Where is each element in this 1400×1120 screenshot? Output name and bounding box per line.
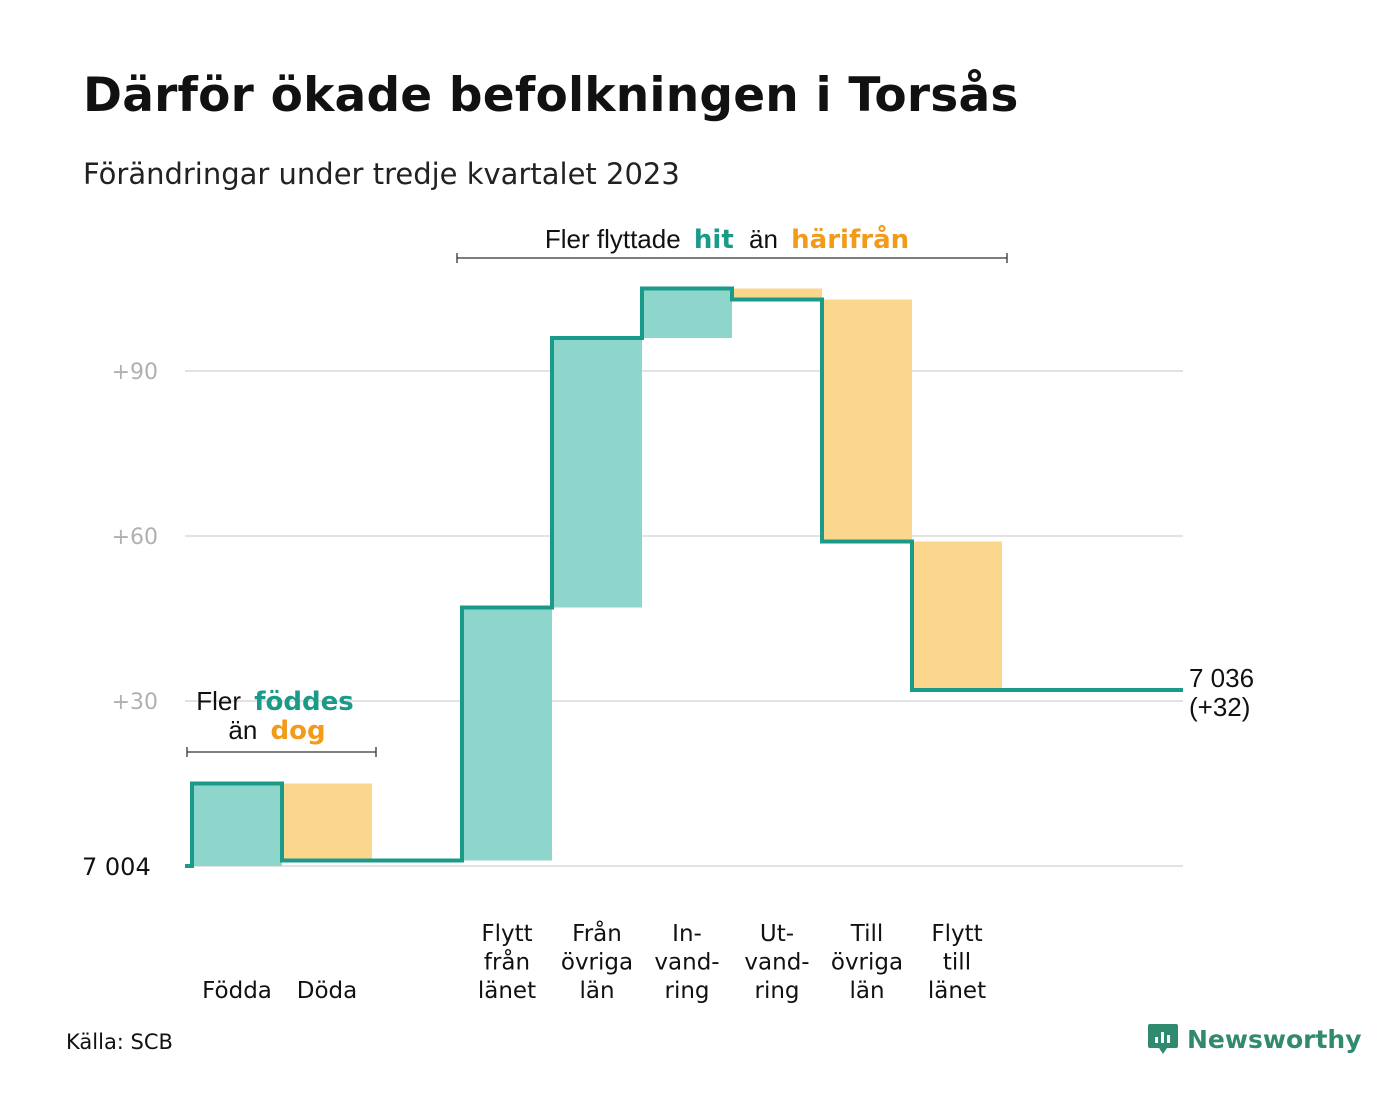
moves-ann-highlight-in: hit xyxy=(694,225,734,255)
category-label: In- xyxy=(672,921,702,947)
waterfall-bar xyxy=(552,338,642,608)
category-label: län xyxy=(849,978,884,1004)
waterfall-bar xyxy=(192,783,282,866)
waterfall-bar xyxy=(732,288,822,300)
waterfall-bar xyxy=(822,299,912,542)
moves-ann-text-2: än xyxy=(749,224,778,254)
category-label: från xyxy=(484,948,530,976)
end-value-label: 7 036 xyxy=(1189,663,1254,693)
births-ann-text: Fler xyxy=(196,686,241,716)
category-label: Från xyxy=(572,919,622,947)
moves-ann-highlight-out: härifrån xyxy=(791,223,909,255)
moves-bracket xyxy=(456,253,1008,263)
waterfall-bars xyxy=(192,288,1002,866)
waterfall-bar xyxy=(462,607,552,861)
svg-text:Fler flyttade hit: Fler flyttade hit än härifrån xyxy=(545,223,909,255)
waterfall-bar xyxy=(282,783,372,861)
deaths-ann-highlight: dog xyxy=(271,716,326,746)
category-label: Döda xyxy=(297,978,357,1004)
start-value-label: 7 004 xyxy=(82,853,151,881)
brand-name: Newsworthy xyxy=(1187,1024,1362,1054)
category-label: Födda xyxy=(202,978,272,1004)
svg-text:Fler föddes: Fler föddes xyxy=(196,686,354,717)
births-ann-highlight: föddes xyxy=(254,687,354,717)
y-tick-label: +90 xyxy=(112,360,158,385)
category-labels: Födda DödaFlyttfrånlänetFrånövrigalänIn-v… xyxy=(202,919,986,1004)
category-label: Flytt xyxy=(931,921,982,947)
category-label: länet xyxy=(928,978,986,1004)
category-label: till xyxy=(943,950,971,976)
births-ann-text-2: än xyxy=(228,715,257,745)
births-bracket xyxy=(186,747,377,757)
page-subtitle: Förändringar under tredje kvartalet 2023 xyxy=(83,157,680,191)
newsworthy-logo-icon xyxy=(1148,1024,1178,1054)
y-tick-label: +60 xyxy=(112,525,158,550)
category-label: vand- xyxy=(744,950,809,976)
waterfall-bar xyxy=(642,288,732,338)
cumulative-step-line xyxy=(185,286,1183,868)
source-note: Källa: SCB xyxy=(66,1030,173,1054)
category-label: Flytt xyxy=(481,921,532,947)
category-label: ring xyxy=(754,978,799,1004)
moves-ann-text: Fler flyttade xyxy=(545,224,681,254)
y-tick-label: +30 xyxy=(112,690,158,715)
brand-logo: Newsworthy xyxy=(1147,1022,1362,1056)
svg-text:än dog: än dog xyxy=(228,715,325,746)
waterfall-bar xyxy=(912,541,1002,690)
page-title: Därför ökade befolkningen i Torsås xyxy=(83,68,1019,123)
y-tick-labels: +30 +60 +90 xyxy=(112,360,158,715)
category-label: Till xyxy=(850,921,884,947)
category-label: län xyxy=(579,978,614,1004)
category-label: vand- xyxy=(654,950,719,976)
end-change-label: (+32) xyxy=(1189,692,1250,722)
births-annotation: Fler föddes än dog xyxy=(186,686,377,757)
category-label: Ut- xyxy=(760,921,794,947)
gridlines xyxy=(185,370,1183,867)
category-label: länet xyxy=(478,978,536,1004)
category-label: övriga xyxy=(561,950,633,976)
moves-annotation: Fler flyttade hit än härifrån xyxy=(456,223,1008,263)
category-label: övriga xyxy=(831,950,903,976)
category-label: ring xyxy=(664,978,709,1004)
